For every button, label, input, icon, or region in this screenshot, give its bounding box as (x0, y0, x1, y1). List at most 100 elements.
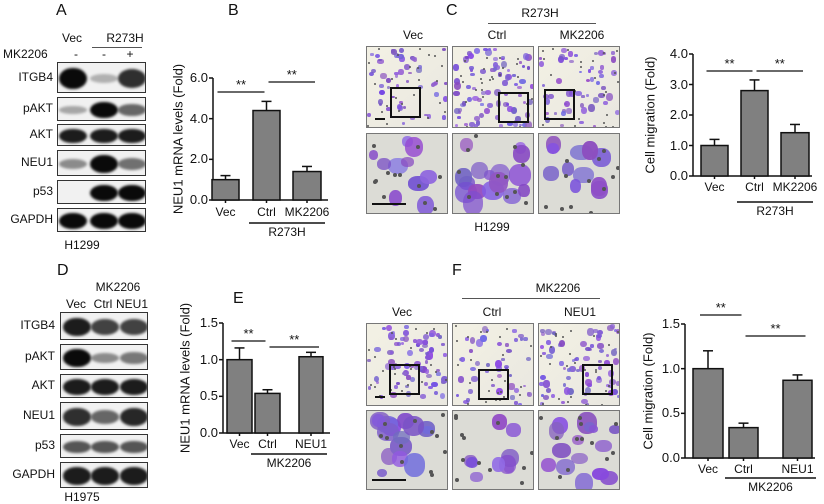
stained-cell (394, 364, 401, 370)
stained-cell (579, 120, 584, 125)
stained-cell (561, 400, 565, 405)
stained-cell (418, 348, 425, 353)
membrane-pore (412, 94, 415, 97)
stained-cell (611, 56, 617, 63)
stained-cell (469, 68, 473, 73)
stained-cell (480, 335, 488, 342)
membrane-pore (391, 77, 394, 80)
stained-cell (518, 61, 522, 64)
membrane-pore (367, 349, 370, 352)
blot-row-label: pAKT (22, 101, 53, 115)
micrograph-low-mag (452, 323, 534, 406)
stained-cell (394, 53, 399, 59)
stained-cell (492, 57, 498, 62)
blot-strip (60, 434, 148, 458)
membrane-pore (611, 126, 614, 127)
membrane-pore (466, 404, 469, 405)
membrane-pore (430, 430, 435, 435)
membrane-pore (498, 335, 501, 338)
stained-cell (386, 324, 393, 332)
stained-cell (493, 88, 501, 97)
stained-cell (562, 382, 567, 388)
membrane-pore (561, 336, 564, 339)
micrograph-high-mag (366, 410, 448, 490)
membrane-pore (407, 383, 410, 386)
membrane-pore (579, 436, 584, 441)
membrane-pore (429, 473, 434, 478)
significance-marker: ** (724, 56, 735, 71)
membrane-pore (430, 363, 433, 366)
membrane-pore (394, 372, 397, 375)
stained-cell (388, 189, 403, 207)
stained-cell (469, 366, 477, 372)
stained-cell (585, 78, 591, 83)
membrane-pore (505, 328, 508, 331)
membrane-pore (386, 171, 391, 176)
stained-cell (465, 336, 470, 341)
stained-cell (467, 52, 474, 60)
stained-cell (578, 70, 582, 74)
stained-cell (565, 375, 572, 381)
stained-cell (504, 91, 509, 97)
blot-band (90, 212, 118, 230)
column-label: Ctrl (482, 305, 502, 319)
stained-cell (416, 343, 420, 348)
membrane-pore (513, 190, 518, 195)
cell-line-label: H1975 (64, 490, 100, 504)
stained-cell (540, 394, 544, 398)
stained-cell (509, 374, 513, 378)
membrane-pore (542, 403, 545, 405)
stained-cell (566, 90, 573, 97)
stained-cell (512, 121, 518, 127)
micrograph-high-mag (452, 133, 534, 214)
bar (782, 379, 813, 459)
zoom-inset-box (389, 364, 420, 395)
blot-band (63, 317, 91, 337)
membrane-pore (554, 435, 559, 440)
membrane-pore (473, 134, 478, 139)
membrane-pore (495, 173, 500, 178)
membrane-pore (579, 66, 582, 69)
membrane-pore (542, 57, 545, 60)
blot-row-label: p53 (34, 438, 55, 452)
stained-cell (410, 56, 416, 62)
membrane-pore (382, 421, 387, 426)
stained-cell (404, 136, 424, 157)
stained-cell (587, 328, 594, 336)
stained-cell (517, 85, 522, 90)
stained-cell (507, 106, 513, 112)
blot-band (63, 379, 91, 395)
blot-band (118, 128, 145, 144)
stained-cell (585, 346, 591, 352)
stained-cell (542, 395, 549, 401)
membrane-pore (492, 78, 495, 81)
stained-cell (598, 360, 603, 364)
stained-cell (403, 330, 409, 337)
membrane-pore (548, 362, 551, 365)
stained-cell (476, 339, 484, 347)
stained-cell (503, 364, 510, 370)
membrane-pore (477, 460, 482, 465)
stained-cell (415, 67, 422, 73)
stained-cell (480, 103, 484, 106)
membrane-pore (390, 126, 393, 127)
membrane-pore (541, 123, 544, 126)
stained-cell (510, 395, 515, 400)
bar (254, 392, 281, 434)
membrane-pore (392, 173, 397, 178)
stained-cell (403, 335, 410, 343)
membrane-pore (496, 392, 499, 395)
stained-cell (598, 348, 605, 354)
x-tick-label: Vec (704, 180, 725, 194)
stained-cell (501, 61, 508, 69)
membrane-pore (550, 345, 553, 348)
membrane-pore (566, 48, 569, 51)
stained-cell (563, 387, 571, 395)
stained-cell (616, 394, 619, 398)
stained-cell (501, 358, 505, 361)
significance-marker: ** (243, 326, 254, 341)
membrane-pore (519, 481, 524, 485)
membrane-pore (601, 149, 606, 154)
membrane-pore (608, 385, 611, 388)
stained-cell (438, 335, 442, 339)
